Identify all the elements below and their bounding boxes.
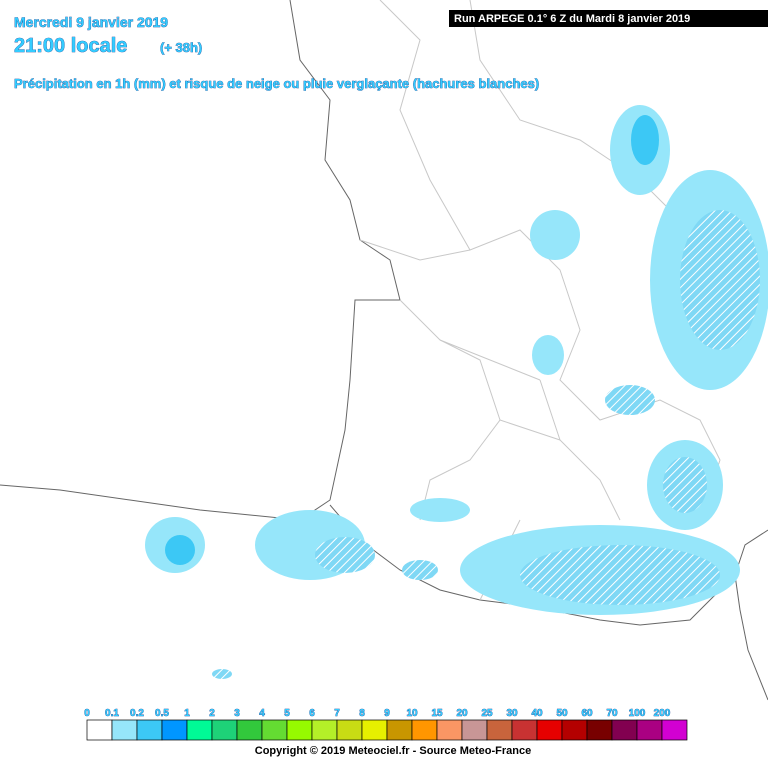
legend-label: 8 xyxy=(359,708,365,719)
legend-swatch xyxy=(136,719,163,741)
precipitation xyxy=(145,105,768,679)
legend-label: 1 xyxy=(184,708,190,719)
legend-label: 0 xyxy=(84,708,90,719)
legend-swatch xyxy=(236,719,263,741)
legend-swatch xyxy=(611,719,638,741)
legend-label: 0.5 xyxy=(155,708,169,719)
legend-label: 9 xyxy=(384,708,390,719)
legend-label: 7 xyxy=(334,708,340,719)
legend-label: 40 xyxy=(531,708,543,719)
legend-label: 100 xyxy=(629,708,646,719)
legend-swatch xyxy=(486,719,513,741)
legend-swatch xyxy=(311,719,338,741)
legend-swatch xyxy=(211,719,238,741)
legend-swatch xyxy=(661,719,688,741)
subtitle: Précipitation en 1h (mm) et risque de ne… xyxy=(14,76,539,91)
legend-label: 6 xyxy=(309,708,315,719)
legend-swatch xyxy=(286,719,313,741)
legend: 0 0.1 0.2 0.5 1 2 3 4 5 6 7 8 9 10 15 20 25 30 40 50 60 70 100… xyxy=(84,708,688,741)
legend-swatch xyxy=(111,719,138,741)
legend-swatch xyxy=(636,719,663,741)
legend-swatch xyxy=(436,719,463,741)
borders xyxy=(0,0,768,701)
legend-label: 5 xyxy=(284,708,290,719)
legend-swatch xyxy=(386,719,413,741)
legend-label: 10 xyxy=(406,708,418,719)
run-box xyxy=(449,10,768,27)
legend-label: 200 xyxy=(654,708,671,719)
legend-label: 0.2 xyxy=(130,708,144,719)
legend-label: 60 xyxy=(581,708,593,719)
copyright: Copyright © 2019 Meteociel.fr - Source M… xyxy=(255,745,531,757)
legend-label: 2 xyxy=(209,708,215,719)
legend-label: 15 xyxy=(431,708,443,719)
legend-swatch xyxy=(261,719,288,741)
run: Run ARPEGE 0.1° 6 Z du Mardi 8 janvier 2… xyxy=(454,13,690,25)
legend-swatch xyxy=(561,719,588,741)
legend-swatch xyxy=(161,719,188,741)
legend-label: 25 xyxy=(481,708,493,719)
lead: (+ 38h) xyxy=(160,40,202,55)
legend-swatch xyxy=(586,719,613,741)
legend-swatch xyxy=(411,719,438,741)
legend-swatch xyxy=(461,719,488,741)
legend-swatch xyxy=(536,719,563,741)
legend-label: 3 xyxy=(234,708,240,719)
time: 21:00 locale xyxy=(14,35,127,57)
legend-label: 50 xyxy=(556,708,568,719)
legend-swatch xyxy=(336,719,363,741)
legend-label: 70 xyxy=(606,708,618,719)
legend-swatch xyxy=(511,719,538,741)
legend-label: 4 xyxy=(259,708,265,719)
legend-label: 20 xyxy=(456,708,468,719)
legend-swatch xyxy=(186,719,213,741)
legend-swatch xyxy=(361,719,388,741)
legend-label: 0.1 xyxy=(105,708,119,719)
legend-label: 30 xyxy=(506,708,518,719)
legend-swatch xyxy=(86,719,113,741)
date: Mercredi 9 janvier 2019 xyxy=(14,14,168,30)
